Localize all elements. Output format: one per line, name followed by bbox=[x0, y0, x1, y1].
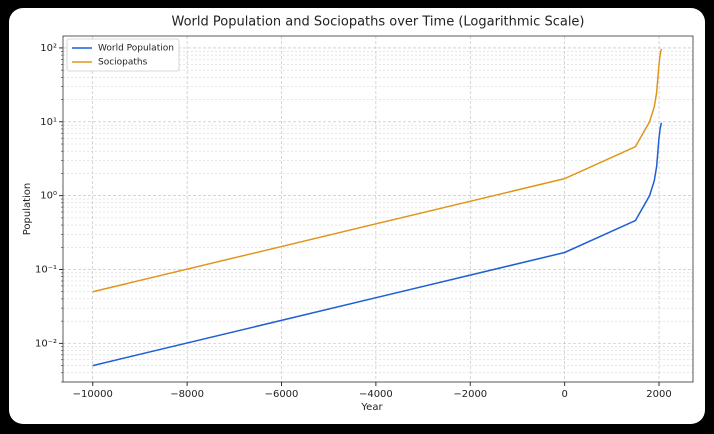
legend-box bbox=[66, 38, 180, 72]
legend-label: World Population bbox=[98, 44, 174, 54]
x-tick-label: 0 bbox=[561, 389, 567, 400]
chart-title: World Population and Sociopaths over Tim… bbox=[171, 15, 584, 30]
y-tick-label: 10² bbox=[40, 43, 57, 54]
x-tick-label: −10000 bbox=[73, 389, 113, 400]
y-tick-label: 10⁻² bbox=[35, 338, 57, 349]
y-tick-label: 10⁻¹ bbox=[35, 265, 57, 276]
y-tick-label: 10¹ bbox=[40, 117, 57, 128]
x-tick-label: −4000 bbox=[359, 389, 393, 400]
x-tick-label: 2000 bbox=[646, 389, 671, 400]
x-tick-label: −2000 bbox=[453, 389, 487, 400]
y-axis-label: Population bbox=[22, 183, 33, 236]
legend-label: Sociopaths bbox=[98, 58, 148, 68]
x-axis-label: Year bbox=[360, 402, 383, 413]
card bbox=[9, 8, 705, 424]
y-tick-label: 10⁰ bbox=[40, 191, 57, 202]
series-line bbox=[92, 122, 663, 367]
x-tick-label: −8000 bbox=[170, 389, 204, 400]
plot-frame bbox=[62, 35, 694, 383]
x-tick-label: −6000 bbox=[265, 389, 299, 400]
series-line bbox=[92, 48, 663, 293]
